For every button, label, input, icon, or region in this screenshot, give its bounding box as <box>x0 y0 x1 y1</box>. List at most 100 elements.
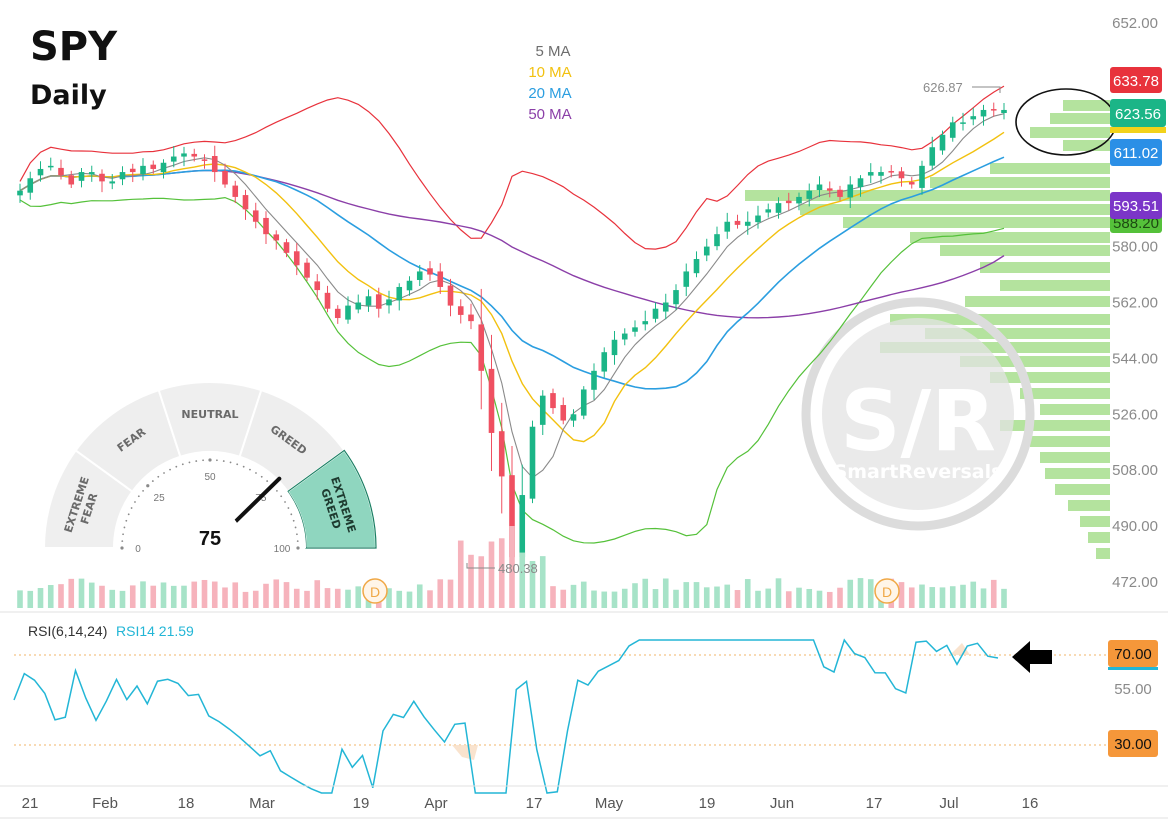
volume-bar <box>673 589 679 608</box>
x-tick-label: 21 <box>22 795 39 812</box>
candle-body <box>652 308 659 319</box>
volume-bar <box>929 587 936 608</box>
candle-body <box>447 285 454 306</box>
x-tick-label: 18 <box>178 795 195 812</box>
gauge-tick <box>229 461 232 464</box>
candle-body <box>529 426 536 499</box>
volume-bar <box>324 588 331 608</box>
gauge-tick <box>195 460 198 462</box>
candle-body <box>99 173 105 182</box>
candle-body <box>642 321 649 325</box>
candle-body <box>129 168 136 173</box>
gauge-tick <box>242 465 245 468</box>
ma-legend: 5 MA 10 MA 20 MA 50 MA <box>528 43 571 123</box>
volume-bar <box>990 579 997 608</box>
volume-profile-bar <box>965 296 1110 307</box>
volume-profile-bar <box>960 356 1110 367</box>
price-tag-upper-band-label: 633.78 <box>1113 73 1159 90</box>
candle-body <box>355 302 362 310</box>
gauge-scale-label: 50 <box>204 472 216 483</box>
volume-profile-bar <box>925 328 1110 339</box>
candle-body <box>837 189 843 197</box>
candle-body <box>673 290 679 305</box>
y-tick-label: 490.00 <box>1112 518 1158 535</box>
volume-bar <box>714 586 720 608</box>
gauge-tick <box>294 526 297 529</box>
volume-bar <box>160 582 167 608</box>
x-tick-label: May <box>595 795 624 812</box>
price-axis: 652.00 580.00 562.00 544.00 526.00 508.00 490.… <box>1112 15 1158 591</box>
candle-body <box>222 170 228 185</box>
candle-body <box>27 178 34 193</box>
x-tick-label: Feb <box>92 795 118 812</box>
candle-body <box>396 286 403 301</box>
volume-bar <box>960 584 966 608</box>
candle-body <box>591 370 597 390</box>
candle-body <box>160 162 167 173</box>
volume-bar <box>980 588 987 608</box>
volume-bar <box>560 589 567 608</box>
candle-body <box>211 156 218 173</box>
price-tag-last-price <box>1110 99 1166 127</box>
volume-profile-bar <box>1068 500 1110 511</box>
volume-profile-bar <box>1096 548 1110 559</box>
candle-body <box>621 333 628 340</box>
volume-bar <box>509 526 515 608</box>
candle-body <box>478 324 485 371</box>
volume-profile-bar <box>980 262 1110 273</box>
volume-bar <box>201 579 208 608</box>
volume-bar <box>140 581 146 608</box>
gauge-tick <box>146 484 150 488</box>
candle-body <box>498 431 505 477</box>
y-tick-label: 472.00 <box>1112 574 1158 591</box>
volume-bar <box>170 585 177 608</box>
candle-body <box>970 116 977 120</box>
gauge-tick <box>266 480 269 482</box>
candle-body <box>365 296 372 306</box>
candle-body <box>232 185 239 197</box>
rsi-overbought-fill <box>950 643 970 655</box>
candle-body <box>140 165 146 175</box>
candle-body <box>293 251 300 266</box>
volume-bar <box>837 587 843 608</box>
watermark-logo: S/R <box>840 372 996 470</box>
candle-body <box>724 221 731 232</box>
volume-bar <box>652 589 659 608</box>
gauge-tick <box>130 507 133 509</box>
volume-profile-bar <box>1063 140 1110 151</box>
x-tick-label: Apr <box>424 795 447 812</box>
candle-body <box>416 271 423 280</box>
gauge-tick <box>296 540 299 542</box>
volume-bar <box>550 586 556 608</box>
volume-bar <box>427 590 433 608</box>
candle-body <box>908 182 915 185</box>
candle-body <box>78 172 85 181</box>
watermark-brand: SmartReversals <box>834 461 1003 483</box>
candle-body <box>519 495 526 557</box>
candle-body <box>744 221 751 226</box>
gauge-tick <box>120 546 124 550</box>
candle-body <box>263 217 269 235</box>
volume-bar <box>283 582 290 608</box>
volume-profile-bar <box>1040 452 1110 463</box>
price-tag-last-price-label: 623.56 <box>1115 106 1161 123</box>
volume-bar <box>642 578 649 608</box>
volume-bar <box>17 590 23 608</box>
volume-bar <box>191 581 198 608</box>
high-annotation: 626.87 <box>923 80 963 95</box>
price-tag-20ma-label: 611.02 <box>1114 145 1159 162</box>
gauge-tick <box>121 540 124 542</box>
volume-bar <box>58 584 64 608</box>
volume-profile-bar <box>1080 516 1110 527</box>
volume-bar <box>1001 588 1007 608</box>
volume-profile-bar <box>940 245 1110 256</box>
volume-profile-bar <box>1030 436 1110 447</box>
volume-bar <box>478 556 485 608</box>
candle-body <box>468 314 474 322</box>
price-tag-upper-band <box>1110 67 1162 93</box>
price-tag-50ma <box>1110 192 1162 219</box>
volume-bar <box>898 582 905 608</box>
candle-body <box>457 306 464 315</box>
gauge-tick <box>163 472 165 474</box>
price-tag-50ma-label: 593.51 <box>1113 198 1159 215</box>
